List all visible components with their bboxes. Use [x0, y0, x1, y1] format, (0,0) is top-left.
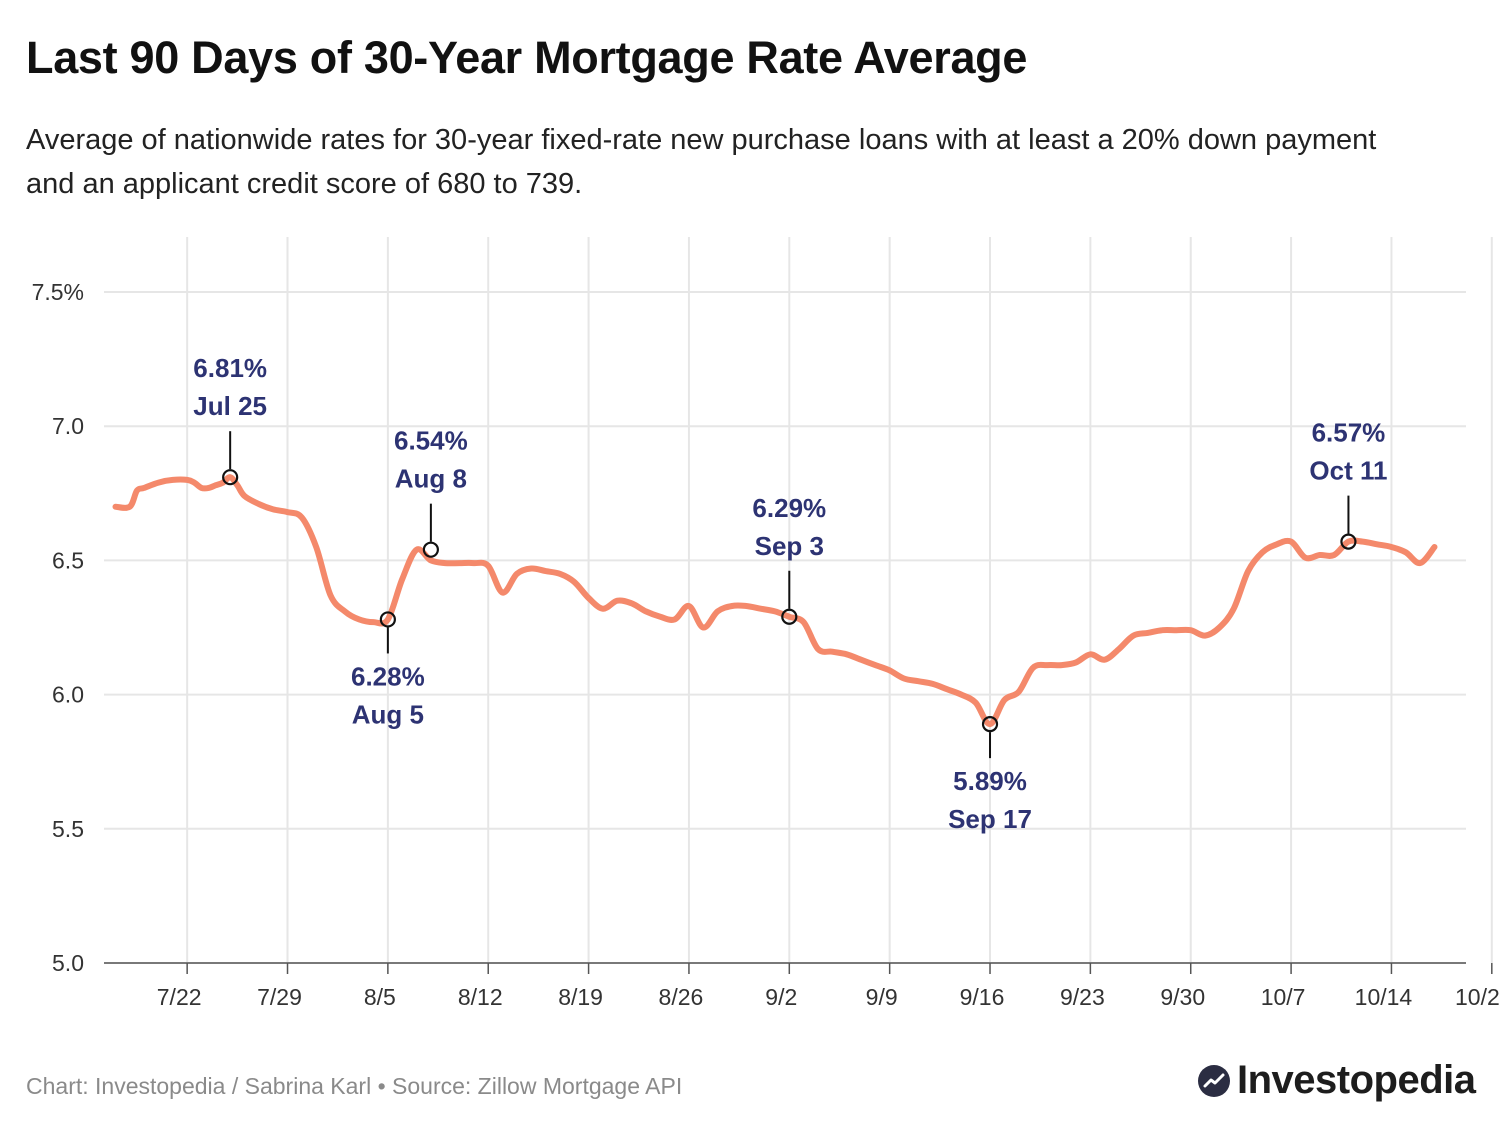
x-tick-label: 9/16: [960, 984, 1005, 1010]
brand-name: Investopedia: [1237, 1058, 1476, 1102]
x-tick-label: 8/12: [458, 984, 503, 1010]
annotation-marker: [222, 469, 239, 486]
y-tick-label: 7.5%: [32, 279, 84, 305]
x-tick-label: 9/2: [765, 984, 797, 1010]
annotation-marker: [781, 608, 798, 625]
annotation-date-label: Sep 3: [755, 531, 824, 561]
annotation-date-label: Aug 5: [352, 699, 424, 729]
chart-source-credit: Chart: Investopedia / Sabrina Karl • Sou…: [26, 1073, 683, 1099]
annotation-value-label: 5.89%: [953, 766, 1027, 796]
investopedia-logo-icon: [1198, 1064, 1230, 1097]
chart-title: Last 90 Days of 30-Year Mortgage Rate Av…: [26, 32, 1028, 83]
x-tick-label: 7/29: [257, 984, 302, 1010]
y-tick-label: 6.0: [52, 682, 84, 708]
annotation-value-label: 6.29%: [752, 493, 826, 523]
annotation-value-label: 6.57%: [1312, 418, 1386, 448]
annotation-value-label: 6.54%: [394, 426, 468, 456]
rate-series-line: [112, 474, 1438, 728]
x-tick-label: 7/22: [157, 984, 202, 1010]
annotation-value-label: 6.81%: [193, 353, 267, 383]
annotation-marker: [981, 716, 999, 733]
annotation-date-label: Oct 11: [1309, 456, 1387, 486]
annotation-marker: [379, 611, 396, 628]
x-tick-label: 9/23: [1060, 984, 1105, 1010]
y-tick-label: 7.0: [52, 413, 84, 439]
chart-subtitle: Average of nationwide rates for 30-year …: [26, 124, 1377, 200]
annotation-date-label: Jul 25: [193, 391, 267, 421]
x-tick-label: 9/9: [866, 984, 898, 1010]
x-tick-label: 9/30: [1160, 984, 1205, 1010]
x-tick-label: 10/7: [1261, 984, 1306, 1010]
brand-logo: Investopedia: [1197, 1058, 1476, 1103]
annotation-marker: [422, 541, 439, 558]
annotation-date-label: Aug 8: [395, 464, 467, 494]
annotation-value-label: 6.28%: [351, 661, 425, 691]
annotation-marker: [1340, 533, 1357, 550]
x-tick-label: 10/21: [1455, 984, 1500, 1010]
x-tick-label: 8/19: [558, 984, 603, 1010]
x-tick-label: 10/14: [1355, 984, 1413, 1010]
annotation-date-label: Sep 17: [948, 804, 1032, 834]
x-tick-label: 8/5: [364, 984, 396, 1010]
y-tick-label: 5.5: [52, 816, 84, 842]
y-tick-label: 5.0: [52, 950, 84, 976]
x-tick-label: 8/26: [659, 984, 704, 1010]
y-tick-label: 6.5: [52, 547, 84, 573]
